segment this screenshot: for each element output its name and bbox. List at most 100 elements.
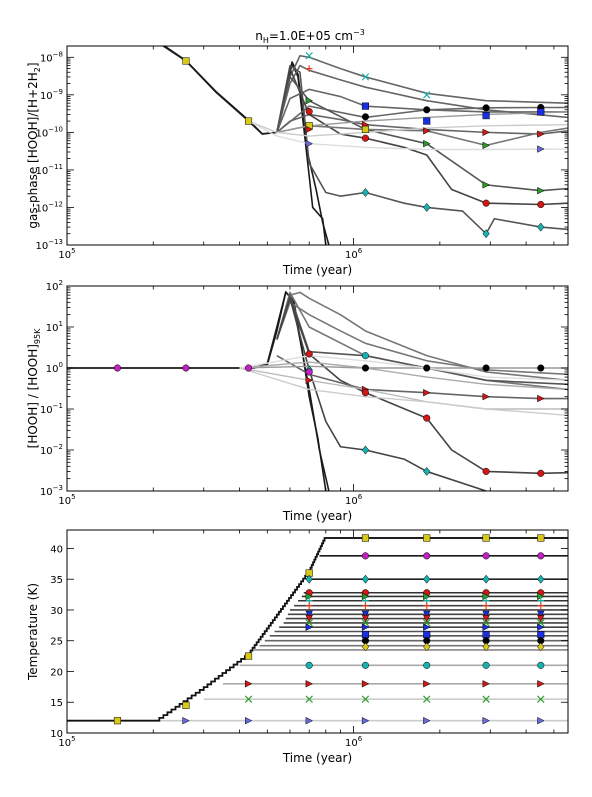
chart-marker-top-34 (537, 200, 545, 209)
chart-marker-bottom-43 (361, 615, 370, 623)
chart-marker-bottom-88 (305, 716, 314, 725)
figure-title: nH=1.0E+05 cm−3 (255, 28, 365, 45)
chart-top: 105 106 10−13 10−12 10−11 10−10 10−9 10−8 Time (… (26, 45, 569, 277)
chart-marker-bottom-7 (537, 534, 545, 542)
y-tick-label-middle-3: 100 (46, 361, 63, 375)
chart-marker-bottom-39 (423, 610, 431, 619)
chart-marker-bottom-40 (482, 610, 490, 619)
chart-marker-bottom-58 (423, 631, 431, 639)
chart-marker-bottom-70 (361, 661, 369, 669)
chart-marker-top-28 (482, 229, 490, 239)
chart-marker-top-20 (423, 139, 431, 148)
chart-marker-bottom-86 (182, 716, 190, 725)
chart-marker-bottom-0 (113, 717, 122, 725)
chart-marker-top-13 (361, 125, 369, 133)
series-line-7 (276, 64, 568, 235)
chart-marker-bottom-14 (423, 574, 431, 584)
chart-marker-bottom-45 (482, 615, 490, 623)
chart-marker-bottom-2 (244, 652, 253, 660)
chart-marker-middle-20 (537, 394, 545, 403)
chart-marker-bottom-75 (305, 680, 314, 688)
x-axis-label-middle: Time (year) (282, 509, 352, 523)
chart-marker-bottom-8 (361, 552, 369, 560)
chart-marker-bottom-73 (537, 661, 545, 669)
chart-marker-middle-12 (423, 364, 431, 372)
chart-marker-top-16 (423, 91, 431, 99)
y-tick-label-bottom-5: 35 (50, 575, 63, 586)
x-tick-label-middle-1: 106 (345, 493, 363, 507)
y-tick-label-middle-0: 10−3 (40, 484, 63, 498)
chart-marker-middle-7 (361, 352, 369, 360)
y-tick-label-top-1: 10−12 (35, 200, 63, 214)
x-tick-label-top-1: 106 (345, 247, 363, 261)
y-tick-label-bottom-4: 30 (50, 606, 63, 617)
chart-marker-bottom-74 (244, 680, 253, 688)
chart-marker-bottom-92 (537, 716, 545, 725)
chart-marker-bottom-89 (361, 716, 370, 725)
chart-marker-bottom-72 (482, 661, 490, 669)
chart-marker-top-25 (482, 141, 490, 150)
chart-marker-bottom-81 (305, 695, 313, 703)
chart-marker-middle-5 (305, 368, 313, 376)
chart-marker-top-14 (361, 134, 369, 142)
chart-marker-top-27 (482, 199, 490, 207)
y-tick-label-top-2: 10−11 (35, 163, 63, 177)
chart-marker-bottom-11 (537, 552, 545, 560)
series-line-10 (239, 361, 568, 391)
chart-marker-bottom-44 (423, 615, 431, 623)
chart-marker-middle-16 (482, 364, 490, 372)
chart-marker-bottom-16 (537, 574, 545, 584)
chart-marker-top-24 (482, 128, 490, 137)
series-line-1 (163, 46, 330, 245)
series-line-13 (248, 120, 568, 151)
series-line-12 (239, 367, 568, 417)
chart-marker-top-30 (537, 108, 545, 116)
chart-marker-bottom-56 (537, 623, 545, 631)
chart-marker-top-32 (537, 145, 545, 153)
chart-marker-middle-6 (305, 376, 314, 385)
chart-marker-top-4 (305, 96, 314, 105)
y-tick-label-top-3: 10−10 (35, 125, 63, 139)
chart-marker-bottom-1 (182, 701, 190, 709)
chart-marker-bottom-9 (423, 552, 431, 560)
chart-marker-bottom-80 (244, 695, 253, 703)
chart-marker-middle-13 (423, 388, 431, 397)
chart-marker-bottom-68 (537, 642, 545, 652)
chart-marker-middle-11 (361, 445, 370, 455)
series-line-2 (276, 54, 568, 133)
chart-marker-bottom-53 (361, 623, 370, 631)
x-tick-label-middle-0: 105 (58, 493, 75, 507)
chart-marker-bottom-36 (537, 602, 545, 609)
chart-marker-top-11 (361, 113, 369, 121)
chart-marker-bottom-37 (305, 610, 313, 619)
y-tick-label-top-0: 10−13 (35, 238, 63, 252)
chart-marker-top-8 (305, 139, 314, 148)
chart-marker-bottom-79 (537, 680, 545, 688)
series-line-4 (276, 291, 568, 391)
x-tick-label-bottom-0: 105 (58, 735, 75, 749)
x-tick-label-bottom-1: 106 (345, 735, 363, 749)
temperature-ramp (67, 537, 568, 722)
chart-marker-top-7 (305, 125, 314, 134)
chart-marker-bottom-91 (482, 716, 490, 725)
chart-bottom: 105 106 10 15 20 25 30 35 40 Time (year) Temperatu… (26, 529, 569, 765)
chart-marker-top-9 (361, 73, 370, 81)
chart-marker-bottom-46 (537, 615, 545, 623)
y-tick-label-bottom-6: 40 (50, 544, 63, 555)
chart-marker-middle-10 (361, 389, 369, 397)
series-line-8 (276, 67, 568, 206)
axes-frame-top (66, 45, 569, 246)
chart-marker-top-35 (537, 222, 545, 232)
chart-marker-bottom-87 (244, 716, 253, 725)
series-line-11 (276, 111, 568, 134)
chart-marker-bottom-10 (482, 552, 490, 560)
axes-frame-middle (66, 285, 569, 492)
series-line-1 (67, 291, 327, 491)
chart-marker-bottom-38 (361, 610, 370, 619)
series-line-6 (276, 297, 568, 475)
y-tick-label-top-4: 10−9 (40, 88, 63, 102)
chart-marker-bottom-35 (482, 602, 490, 609)
chart-marker-bottom-5 (423, 534, 431, 542)
chart-marker-bottom-83 (423, 695, 431, 703)
series-line-0 (161, 46, 327, 245)
